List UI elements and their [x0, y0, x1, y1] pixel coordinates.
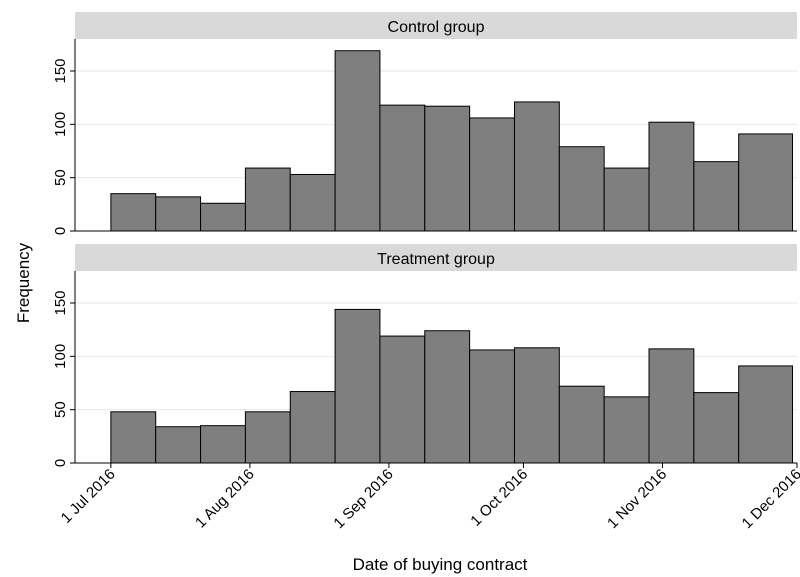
histogram-bar — [379, 104, 426, 232]
y-tick-label: 50 — [52, 401, 69, 418]
panel-title: Treatment group — [377, 251, 495, 268]
x-axis: 1 Jul 2016 1 Aug 2016 1 Sep 2016 1 Oct 2016… — [58, 463, 800, 532]
histogram-bar — [738, 365, 794, 464]
histogram-bar — [558, 385, 605, 464]
panel-treatment: Treatment group 0 50 100 150 — [52, 244, 797, 467]
histogram-bar — [110, 193, 157, 232]
x-tick-label: 1 Nov 2016 — [604, 466, 670, 532]
histogram-bar — [424, 105, 471, 232]
histogram-bar — [244, 167, 291, 232]
histogram-bar — [513, 347, 560, 464]
x-axis-title: Date of buying contract — [353, 555, 528, 574]
x-tick-label: 1 Aug 2016 — [192, 466, 258, 532]
x-tick-label: 1 Oct 2016 — [467, 466, 531, 530]
histogram-bar — [379, 335, 426, 464]
panel-strip — [75, 244, 797, 271]
x-tick-label: 1 Jul 2016 — [58, 466, 119, 527]
x-tick-label: 1 Dec 2016 — [739, 466, 800, 532]
histogram-bar — [155, 426, 202, 464]
histogram-bar — [603, 167, 650, 232]
histogram-bar — [648, 121, 695, 232]
panel-strip — [75, 12, 797, 39]
histogram-bar — [738, 133, 794, 232]
histogram-bar — [469, 117, 515, 232]
histogram-bar — [244, 411, 291, 464]
y-tick-label: 150 — [52, 290, 69, 315]
histogram-bar — [110, 411, 157, 464]
x-tick-label: 1 Sep 2016 — [330, 466, 396, 532]
y-tick-label: 100 — [52, 112, 69, 137]
histogram-bar — [513, 101, 560, 232]
histogram-bar — [424, 330, 471, 464]
y-axis-title: Frequency — [14, 242, 33, 323]
histogram-bar — [155, 196, 202, 232]
histogram-bar — [648, 348, 695, 464]
histogram-bar — [200, 202, 246, 232]
histogram-bar — [469, 349, 515, 464]
panel-control: Control group 0 50 100 150 — [52, 12, 797, 235]
y-tick-label: 150 — [52, 58, 69, 83]
histogram-bar — [334, 308, 381, 464]
y-tick-label: 100 — [52, 344, 69, 369]
histogram-bar — [200, 425, 246, 464]
histogram-bar — [693, 161, 740, 232]
histogram-bar — [558, 146, 605, 232]
histogram-bar — [334, 50, 381, 232]
y-tick-label: 0 — [52, 227, 69, 235]
y-tick-label: 0 — [52, 459, 69, 467]
histogram-bar — [289, 173, 336, 232]
panel-title: Control group — [388, 19, 485, 36]
histogram-bar — [603, 396, 650, 464]
panels: Control group 0 50 100 150 Treatment group 0 50… — [52, 12, 797, 467]
histogram-bar — [693, 392, 740, 464]
histogram-bar — [289, 391, 336, 464]
y-tick-label: 50 — [52, 169, 69, 186]
